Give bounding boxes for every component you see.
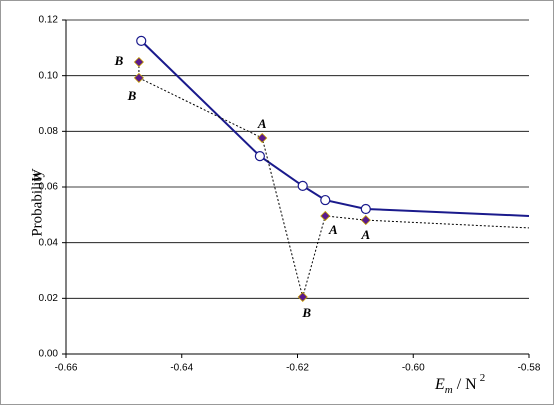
y-tick-label: 0.10 [39,70,59,81]
x-label-symbol: E [434,376,445,393]
x-label-subscript: m [445,384,453,396]
point-label: B [301,305,311,320]
x-label-rest: / N [457,376,477,393]
x-tick-label: -0.66 [55,363,78,374]
point [136,35,147,46]
point [320,194,331,206]
series-line [140,40,530,217]
point [133,72,144,83]
y-axis-label: Probability [29,170,45,237]
x-tick-label: -0.62 [286,363,309,374]
point [254,151,265,162]
x-tick-label: -0.64 [170,363,193,374]
x-label-superscript: 2 [480,372,486,384]
point-label: B [127,88,137,103]
y-tick-label: 0.02 [39,293,59,304]
y-tick-label: 0.04 [39,237,59,248]
y-tick-label: 0.12 [39,15,59,26]
point-label: A [360,227,370,242]
point [297,180,308,191]
point [297,291,308,303]
point-label: A [328,222,338,237]
point [360,203,371,215]
point [133,56,144,68]
y-tick-label: 0.08 [39,126,59,137]
y-tick-label: 0.06 [39,182,59,193]
point [320,210,331,222]
x-tick-label: -0.58 [518,363,541,374]
x-tick-label: -0.60 [402,363,425,374]
point [257,132,268,144]
point-label: A [257,116,267,131]
y-axis-symbol: W [29,168,45,182]
point [360,215,371,226]
y-tick-label: 0.00 [39,349,59,360]
point-label: B [114,53,124,68]
